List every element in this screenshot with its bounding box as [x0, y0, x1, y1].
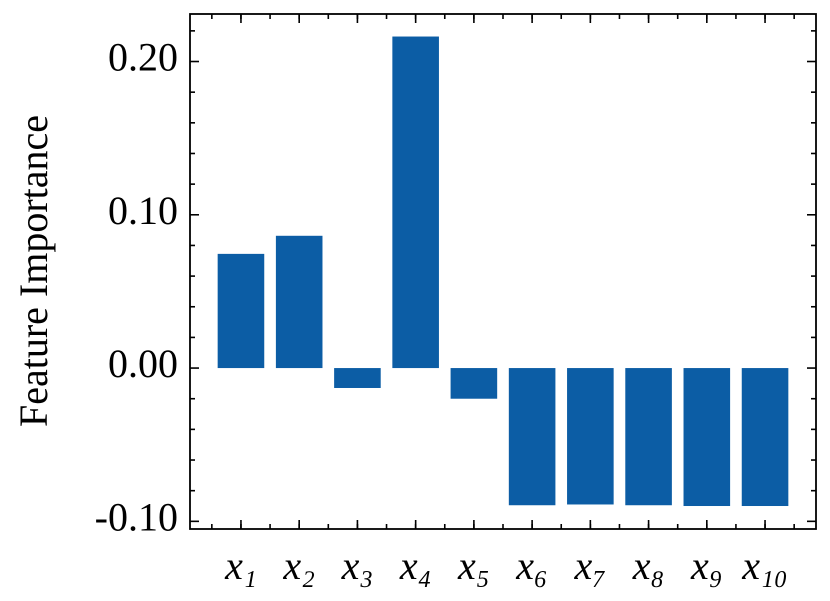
bar [741, 368, 789, 507]
y-tick-label: -0.10 [95, 495, 178, 540]
x-tick-label: x₆ [515, 543, 548, 588]
bar [392, 36, 439, 369]
x-tick-label: x₁₀ [741, 543, 788, 588]
bar [683, 368, 731, 507]
bar [450, 368, 498, 399]
x-tick-label: x₄ [399, 543, 432, 588]
x-tick-label: x₅ [457, 543, 490, 588]
y-tick-label: 0.00 [108, 341, 178, 386]
x-tick-label: x₈ [632, 543, 665, 588]
x-tick-label: x₉ [690, 543, 723, 588]
x-tick-label: x₃ [341, 543, 374, 588]
bar [567, 368, 614, 505]
x-tick-label: x₁ [224, 543, 257, 588]
y-tick-label: 0.10 [108, 188, 178, 233]
bar [334, 368, 381, 388]
bar [217, 253, 265, 369]
x-tick-label: x₂ [282, 543, 315, 588]
bar [275, 235, 323, 369]
bar [508, 368, 556, 506]
x-tick-label: x₇ [574, 543, 607, 588]
bar [625, 368, 672, 506]
y-axis-label: Feature Importance [11, 115, 56, 427]
y-tick-label: 0.20 [108, 35, 178, 80]
